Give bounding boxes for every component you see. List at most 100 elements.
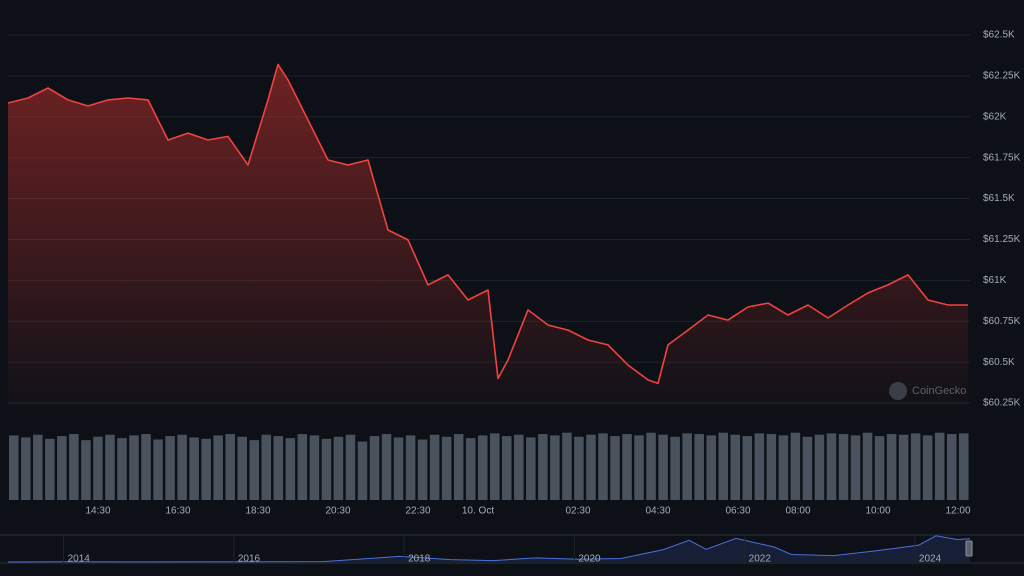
- volume-bar: [550, 435, 560, 500]
- volume-bar: [898, 434, 909, 500]
- x-tick-label: 10. Oct: [462, 506, 494, 517]
- x-tick-label: 20:30: [325, 506, 350, 517]
- volume-bar: [826, 433, 837, 500]
- navigator-label: 2018: [408, 554, 431, 565]
- x-tick-label: 22:30: [405, 506, 430, 517]
- volume-bar: [718, 432, 728, 500]
- volume-bar: [538, 434, 548, 500]
- volume-bar: [261, 434, 272, 500]
- volume-bar: [381, 434, 392, 500]
- navigator-label: 2024: [919, 554, 942, 565]
- volume-bar: [634, 435, 644, 500]
- volume-bar: [153, 439, 163, 500]
- volume-bar: [9, 435, 19, 500]
- watermark: CoinGecko: [889, 382, 966, 400]
- volume-bar: [754, 433, 765, 500]
- volume-bar: [670, 436, 680, 500]
- volume-bar: [910, 433, 921, 500]
- volume-bar: [622, 434, 632, 500]
- volume-bar: [33, 434, 43, 500]
- volume-bar: [141, 434, 151, 500]
- x-tick-label: 08:00: [785, 506, 810, 517]
- x-tick-label: 18:30: [245, 506, 270, 517]
- volume-bar: [369, 436, 380, 500]
- volume-bar: [357, 441, 368, 500]
- volume-bar: [850, 435, 861, 500]
- volume-bar: [646, 432, 656, 500]
- volume-bar: [694, 434, 704, 500]
- volume-bar: [958, 433, 969, 500]
- volume-bar: [610, 436, 620, 500]
- navigator-label: 2014: [68, 554, 91, 565]
- volume-bar: [562, 432, 572, 500]
- navigator-handle: [965, 540, 973, 557]
- volume-bar: [117, 438, 127, 500]
- y-tick-label: $62K: [983, 111, 1007, 122]
- navigator-label: 2020: [578, 554, 601, 565]
- volume-bar: [946, 434, 957, 500]
- volume-bar: [225, 434, 235, 500]
- y-tick-label: $61.75K: [983, 152, 1021, 163]
- volume-bar: [778, 435, 789, 500]
- volume-bar: [177, 434, 187, 500]
- y-tick-label: $60.25K: [983, 398, 1021, 409]
- navigator-area: [8, 535, 970, 562]
- volume-bar: [682, 433, 692, 500]
- y-tick-label: $61.25K: [983, 234, 1021, 245]
- volume-bar: [874, 436, 885, 500]
- volume-bar: [189, 437, 199, 500]
- volume-bar: [285, 438, 296, 500]
- volume-bar: [165, 436, 175, 500]
- volume-bar: [490, 433, 500, 500]
- x-tick-label: 12:00: [945, 506, 970, 517]
- volume-bar: [502, 436, 512, 500]
- volume-bar: [453, 434, 464, 500]
- volume-bar: [514, 434, 524, 500]
- navigator-label: 2022: [749, 554, 772, 565]
- volume-bar: [309, 435, 320, 500]
- volume-bar: [838, 434, 849, 500]
- volume-bar: [814, 434, 825, 500]
- y-tick-label: $60.75K: [983, 316, 1021, 327]
- price-area: [8, 64, 968, 409]
- volume-bar: [45, 438, 55, 500]
- volume-bar: [922, 435, 933, 500]
- volume-bar: [105, 434, 115, 500]
- volume-bar: [321, 438, 332, 500]
- volume-bar: [345, 434, 356, 500]
- x-tick-label: 02:30: [565, 506, 590, 517]
- price-line: [7, 63, 968, 385]
- y-tick-label: $60.5K: [983, 357, 1015, 368]
- volume-bar: [249, 440, 260, 500]
- volume-bar: [934, 432, 945, 500]
- volume-bar: [477, 435, 488, 500]
- volume-bar: [21, 437, 31, 500]
- y-tick-label: $61K: [983, 275, 1007, 286]
- navigator-line: [7, 535, 971, 563]
- volume-bar: [658, 434, 668, 500]
- volume-bar: [766, 434, 777, 500]
- volume-bar: [297, 434, 308, 500]
- volume-bar: [526, 437, 536, 500]
- volume-bar: [201, 438, 211, 500]
- volume-bar: [742, 436, 753, 500]
- x-tick-label: 16:30: [165, 506, 190, 517]
- y-tick-label: $61.5K: [983, 193, 1015, 204]
- volume-bar: [598, 433, 608, 500]
- x-tick-label: 06:30: [725, 506, 750, 517]
- navigator-label: 2016: [238, 554, 261, 565]
- volume-bar: [333, 436, 344, 500]
- volume-bar: [429, 434, 440, 500]
- volume-bar: [574, 436, 584, 500]
- volume-bar: [273, 436, 284, 500]
- volume-bar: [93, 436, 103, 500]
- x-tick-label: 04:30: [645, 506, 670, 517]
- volume-bar: [417, 439, 428, 500]
- volume-bar: [886, 434, 897, 500]
- volume-bar: [57, 436, 67, 500]
- y-tick-label: $62.25K: [983, 71, 1021, 82]
- volume-bar: [441, 436, 452, 500]
- y-tick-label: $62.5K: [983, 30, 1015, 41]
